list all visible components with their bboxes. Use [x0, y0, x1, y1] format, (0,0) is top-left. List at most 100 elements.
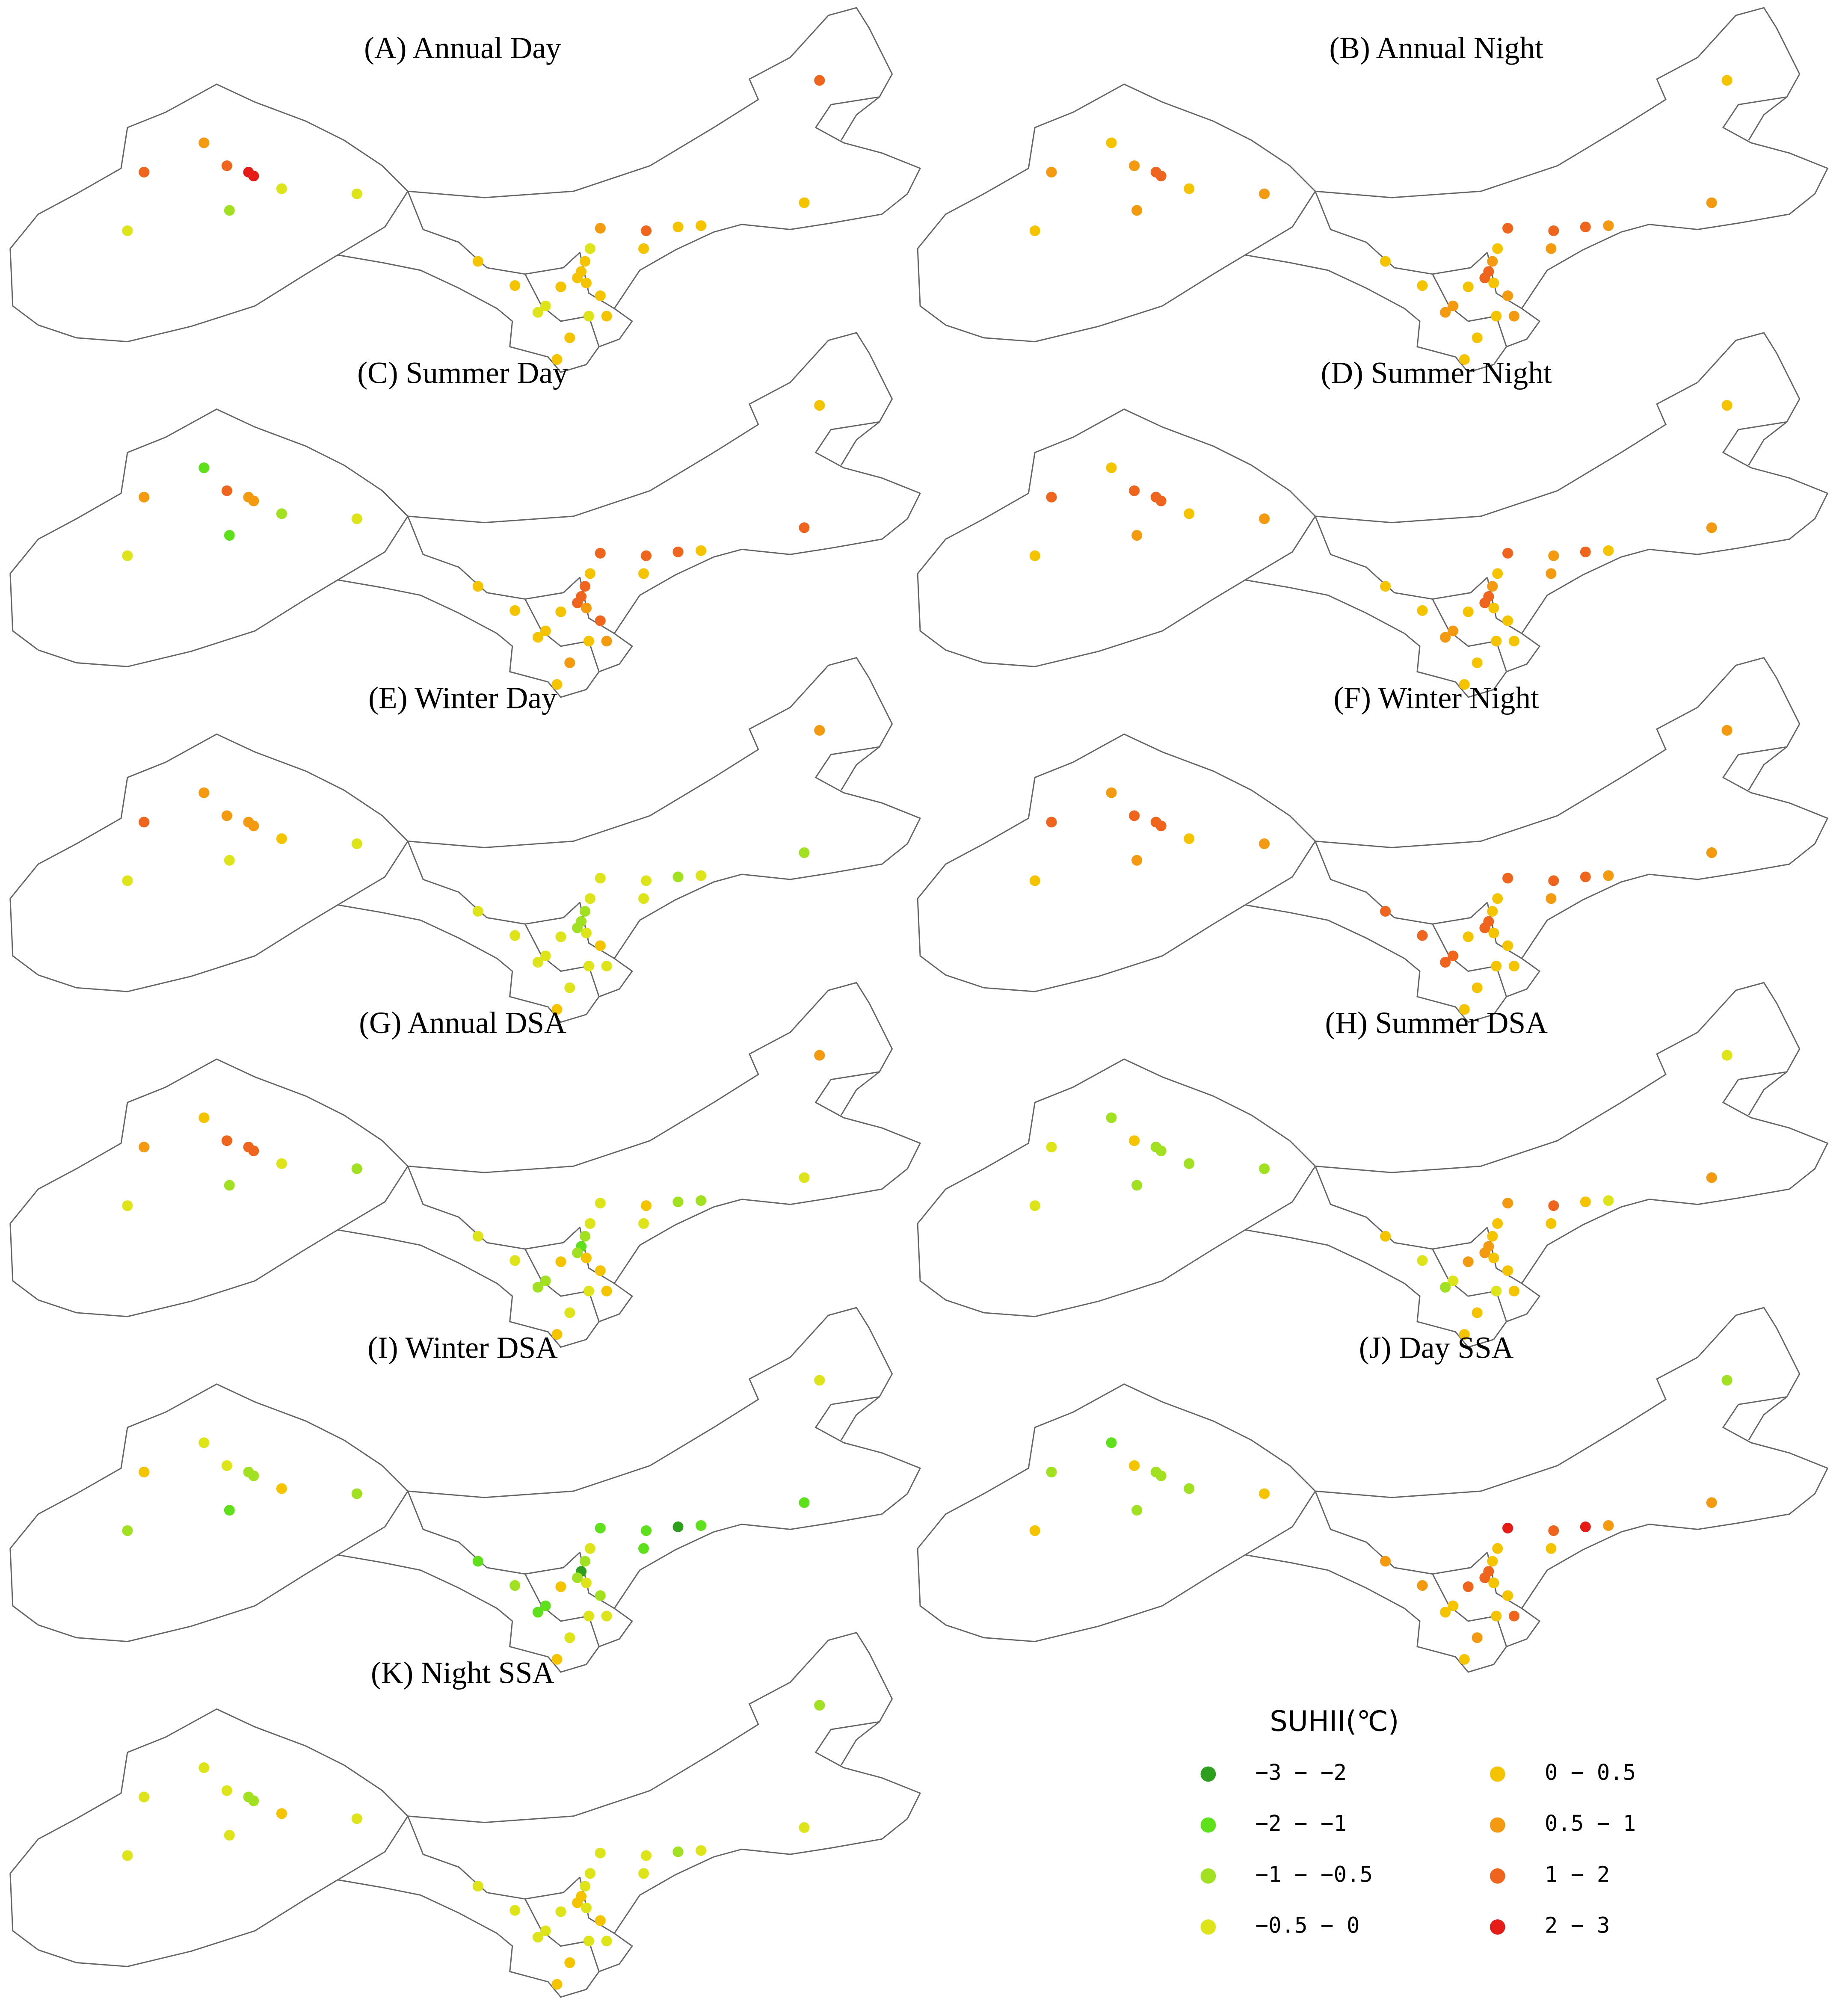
panel-title: (I) Winter DSA [367, 1331, 558, 1365]
station-dot [351, 1163, 362, 1174]
station-dot [351, 1488, 362, 1499]
station-dot [532, 632, 543, 643]
station-dot [1548, 1525, 1559, 1536]
station-dot [601, 1610, 612, 1622]
station-dot [1479, 1572, 1490, 1584]
station-dot [1029, 1200, 1040, 1211]
station-dot [122, 1850, 133, 1861]
station-dot [1440, 632, 1451, 643]
station-dot [1487, 906, 1498, 917]
station-dot [1129, 485, 1140, 496]
station-dot [1106, 1437, 1117, 1448]
station-dot [1502, 548, 1513, 559]
station-dot [1502, 223, 1513, 234]
station-dot [551, 1654, 563, 1665]
station-dot [1459, 354, 1470, 365]
station-dot [472, 1231, 483, 1242]
station-dot [1155, 1470, 1167, 1481]
station-dot [139, 1466, 150, 1477]
station-dot [551, 354, 563, 365]
station-dot [351, 1813, 362, 1824]
station-dot [595, 1590, 606, 1601]
station-dot [564, 332, 575, 343]
station-dot [799, 1497, 810, 1508]
station-dot [1184, 1483, 1195, 1494]
station-dot [1129, 1135, 1140, 1146]
station-dot [1447, 1600, 1458, 1611]
station-dot [672, 1521, 684, 1532]
station-dot [1491, 636, 1502, 647]
station-dot [1502, 290, 1513, 301]
station-dot [555, 1906, 566, 1917]
station-dot [1046, 1466, 1057, 1477]
station-dot [583, 1936, 594, 1947]
station-dot [1106, 137, 1117, 148]
station-dot [540, 1275, 551, 1286]
station-dot [799, 197, 810, 208]
station-dot [1380, 906, 1391, 917]
station-dot [799, 847, 810, 858]
station-dot [1380, 581, 1391, 592]
station-dot [595, 1265, 606, 1276]
station-dot [601, 636, 612, 647]
station-dot [1548, 1200, 1559, 1211]
station-dot [472, 906, 483, 917]
station-dot [540, 1925, 551, 1936]
station-dot [1721, 1375, 1732, 1386]
station-dot [1380, 1556, 1391, 1567]
station-dot [509, 930, 521, 941]
station-dot [248, 1795, 259, 1806]
station-dot [583, 311, 594, 322]
station-dot [583, 636, 594, 647]
station-dot [509, 1255, 521, 1266]
legend-label: 1 − 2 [1545, 1862, 1610, 1887]
panel-title: (E) Winter Day [368, 681, 557, 715]
station-dot [799, 522, 810, 533]
station-dot [601, 311, 612, 322]
station-dot [221, 1135, 232, 1146]
station-dot [276, 1483, 287, 1494]
station-dot [584, 893, 595, 904]
legend-label: −1 − −0.5 [1256, 1862, 1373, 1887]
station-dot [1508, 1610, 1519, 1622]
station-dot [580, 602, 592, 613]
station-dot [551, 1329, 563, 1340]
station-dot [696, 1195, 707, 1206]
station-dot [1184, 508, 1195, 519]
station-dot [1106, 787, 1117, 798]
station-dot [551, 679, 563, 690]
station-dot [1046, 1142, 1057, 1153]
station-dot [221, 160, 232, 172]
legend-label: −2 − −1 [1256, 1811, 1347, 1836]
station-dot [1184, 1158, 1195, 1169]
station-dot [572, 1572, 583, 1584]
station-dot [1463, 931, 1474, 942]
station-dot [1417, 930, 1428, 941]
station-dot [580, 1578, 592, 1589]
station-dot [472, 1556, 483, 1567]
station-dot [122, 875, 133, 886]
station-dot [1259, 838, 1270, 850]
station-dot [584, 1543, 595, 1554]
station-dot [248, 1146, 259, 1157]
station-dot [1603, 1195, 1614, 1206]
station-dot [572, 1897, 583, 1908]
station-dot [696, 1520, 707, 1531]
station-dot [1603, 220, 1614, 231]
station-dot [1721, 1050, 1732, 1061]
station-dot [122, 225, 133, 237]
station-dot [672, 1196, 684, 1208]
map-panel: (C) Summer Day [9, 332, 921, 698]
station-dot [1492, 893, 1503, 904]
station-dot [198, 1112, 210, 1123]
station-dot [198, 137, 210, 148]
station-dot [595, 548, 606, 559]
map-panel: (D) Summer Night [917, 332, 1828, 698]
map-panel: (K) Night SSA [9, 1632, 921, 1998]
station-dot [1580, 546, 1591, 557]
station-dot [248, 1470, 259, 1481]
legend-title: SUHII(℃) [1270, 1705, 1399, 1738]
map-panel: (H) Summer DSA [917, 982, 1828, 1348]
station-dot [1479, 922, 1490, 933]
